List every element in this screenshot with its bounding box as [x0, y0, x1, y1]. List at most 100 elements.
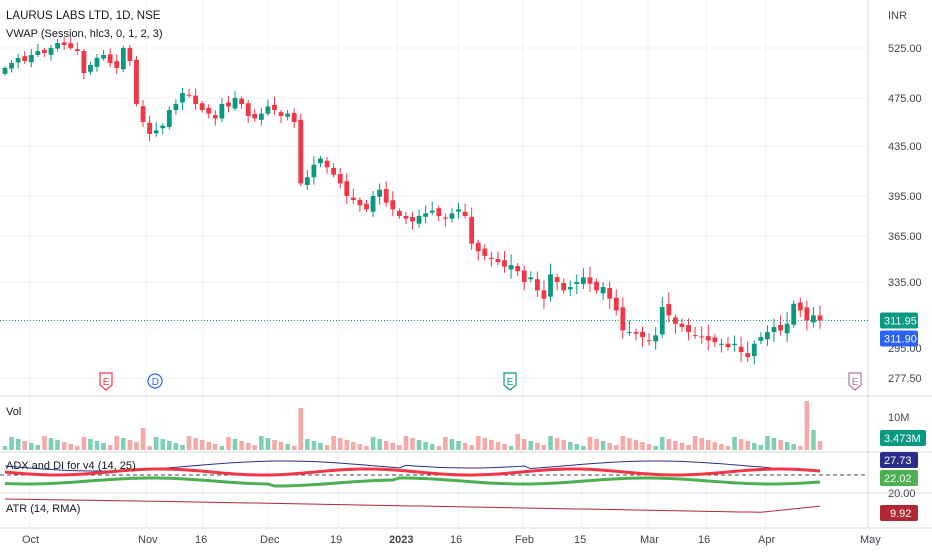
volume-bar	[22, 441, 28, 450]
volume-bar	[482, 438, 488, 450]
candle-body	[442, 217, 448, 219]
volume-bar	[475, 436, 481, 450]
candle-body	[640, 331, 645, 338]
candle-body	[587, 277, 593, 284]
candle-body	[370, 196, 376, 212]
volume-bar	[600, 441, 606, 450]
volume-bar	[804, 401, 810, 450]
volume-bar	[193, 438, 198, 450]
time-tick-label: Oct	[22, 534, 39, 546]
volume-bar	[61, 442, 67, 450]
candle-body	[166, 110, 172, 128]
volume-bar	[344, 440, 350, 450]
volume-bar	[594, 439, 599, 450]
volume-bar	[705, 440, 711, 450]
price-tick-label: 335.00	[888, 277, 922, 289]
candle-body	[751, 343, 757, 357]
volume-bar	[213, 444, 218, 450]
candle-body	[449, 213, 455, 219]
candle-body	[594, 281, 599, 291]
volume-bar	[771, 438, 777, 450]
volume-bar	[364, 446, 369, 450]
candle-body	[791, 303, 797, 325]
candle-body	[232, 98, 238, 109]
candle-body	[469, 216, 475, 244]
candle-body	[475, 242, 481, 252]
candle-body	[666, 304, 672, 316]
volume-bar	[462, 443, 468, 450]
volume-bar	[679, 443, 685, 450]
volume-bar	[738, 439, 744, 450]
candle-body	[28, 55, 34, 63]
volume-bar	[535, 443, 540, 450]
atr-line	[4, 498, 821, 513]
volume-bar	[370, 437, 376, 450]
volume-bar	[199, 440, 205, 450]
candle-body	[396, 210, 402, 216]
time-tick-label: May	[860, 534, 881, 546]
event-letter: E	[507, 377, 514, 388]
candle-body	[357, 200, 363, 206]
volume-bar	[627, 438, 632, 450]
candle-body	[9, 63, 14, 69]
candle-body	[488, 257, 494, 259]
candle-body	[410, 217, 415, 222]
volume-bar	[259, 436, 264, 450]
volume-bar	[121, 438, 126, 450]
candle-body	[114, 61, 120, 68]
volume-bar	[35, 445, 41, 450]
volume-bar	[55, 440, 60, 450]
volume-bar	[88, 439, 93, 450]
time-tick-label: Mar	[640, 534, 659, 546]
volume-bar	[101, 443, 106, 450]
candle-body	[554, 277, 560, 282]
candle-body	[502, 260, 507, 267]
volume-bar	[134, 442, 139, 450]
vwap-price-value: 311.90	[884, 333, 917, 345]
candle-body	[304, 177, 310, 185]
candle-body	[534, 279, 540, 291]
volume-bar	[765, 436, 770, 450]
time-tick-label: Dec	[260, 534, 280, 546]
candle-body	[153, 130, 159, 134]
candle-body	[350, 197, 356, 200]
candle-body	[778, 325, 783, 331]
volume-bar	[554, 438, 560, 450]
volume-bar	[180, 445, 185, 450]
volume-bar	[732, 437, 737, 450]
candle-body	[61, 42, 67, 45]
candle-body	[574, 282, 580, 285]
candle-body	[298, 119, 304, 184]
volume-bar	[817, 441, 823, 450]
event-letter: E	[852, 377, 859, 388]
candle-body	[515, 266, 521, 272]
candle-body	[548, 274, 553, 297]
candle-body	[653, 335, 659, 342]
candle-body	[55, 43, 60, 49]
di-plus-line	[4, 476, 821, 488]
candle-body	[186, 94, 192, 96]
candle-body	[456, 209, 461, 212]
volume-bar	[653, 446, 658, 450]
volume-bar	[778, 440, 783, 450]
candle-body	[797, 302, 803, 311]
volume-bar	[587, 437, 593, 450]
candle-body	[646, 340, 652, 342]
volume-bar	[607, 443, 612, 450]
event-letter: E	[103, 377, 110, 388]
candle-body	[784, 323, 790, 334]
volume-bar	[541, 445, 547, 450]
candle-body	[120, 48, 126, 70]
volume-bar	[9, 437, 14, 450]
volume-bar	[278, 442, 284, 450]
time-tick-label: 2023	[389, 534, 413, 546]
time-tick-label: 16	[698, 534, 710, 546]
volume-bar	[390, 443, 396, 450]
volume-bar	[797, 446, 803, 450]
time-tick-label: 19	[330, 534, 342, 546]
volume-bar	[272, 440, 277, 450]
candle-body	[607, 288, 613, 299]
candle-body	[22, 56, 28, 61]
